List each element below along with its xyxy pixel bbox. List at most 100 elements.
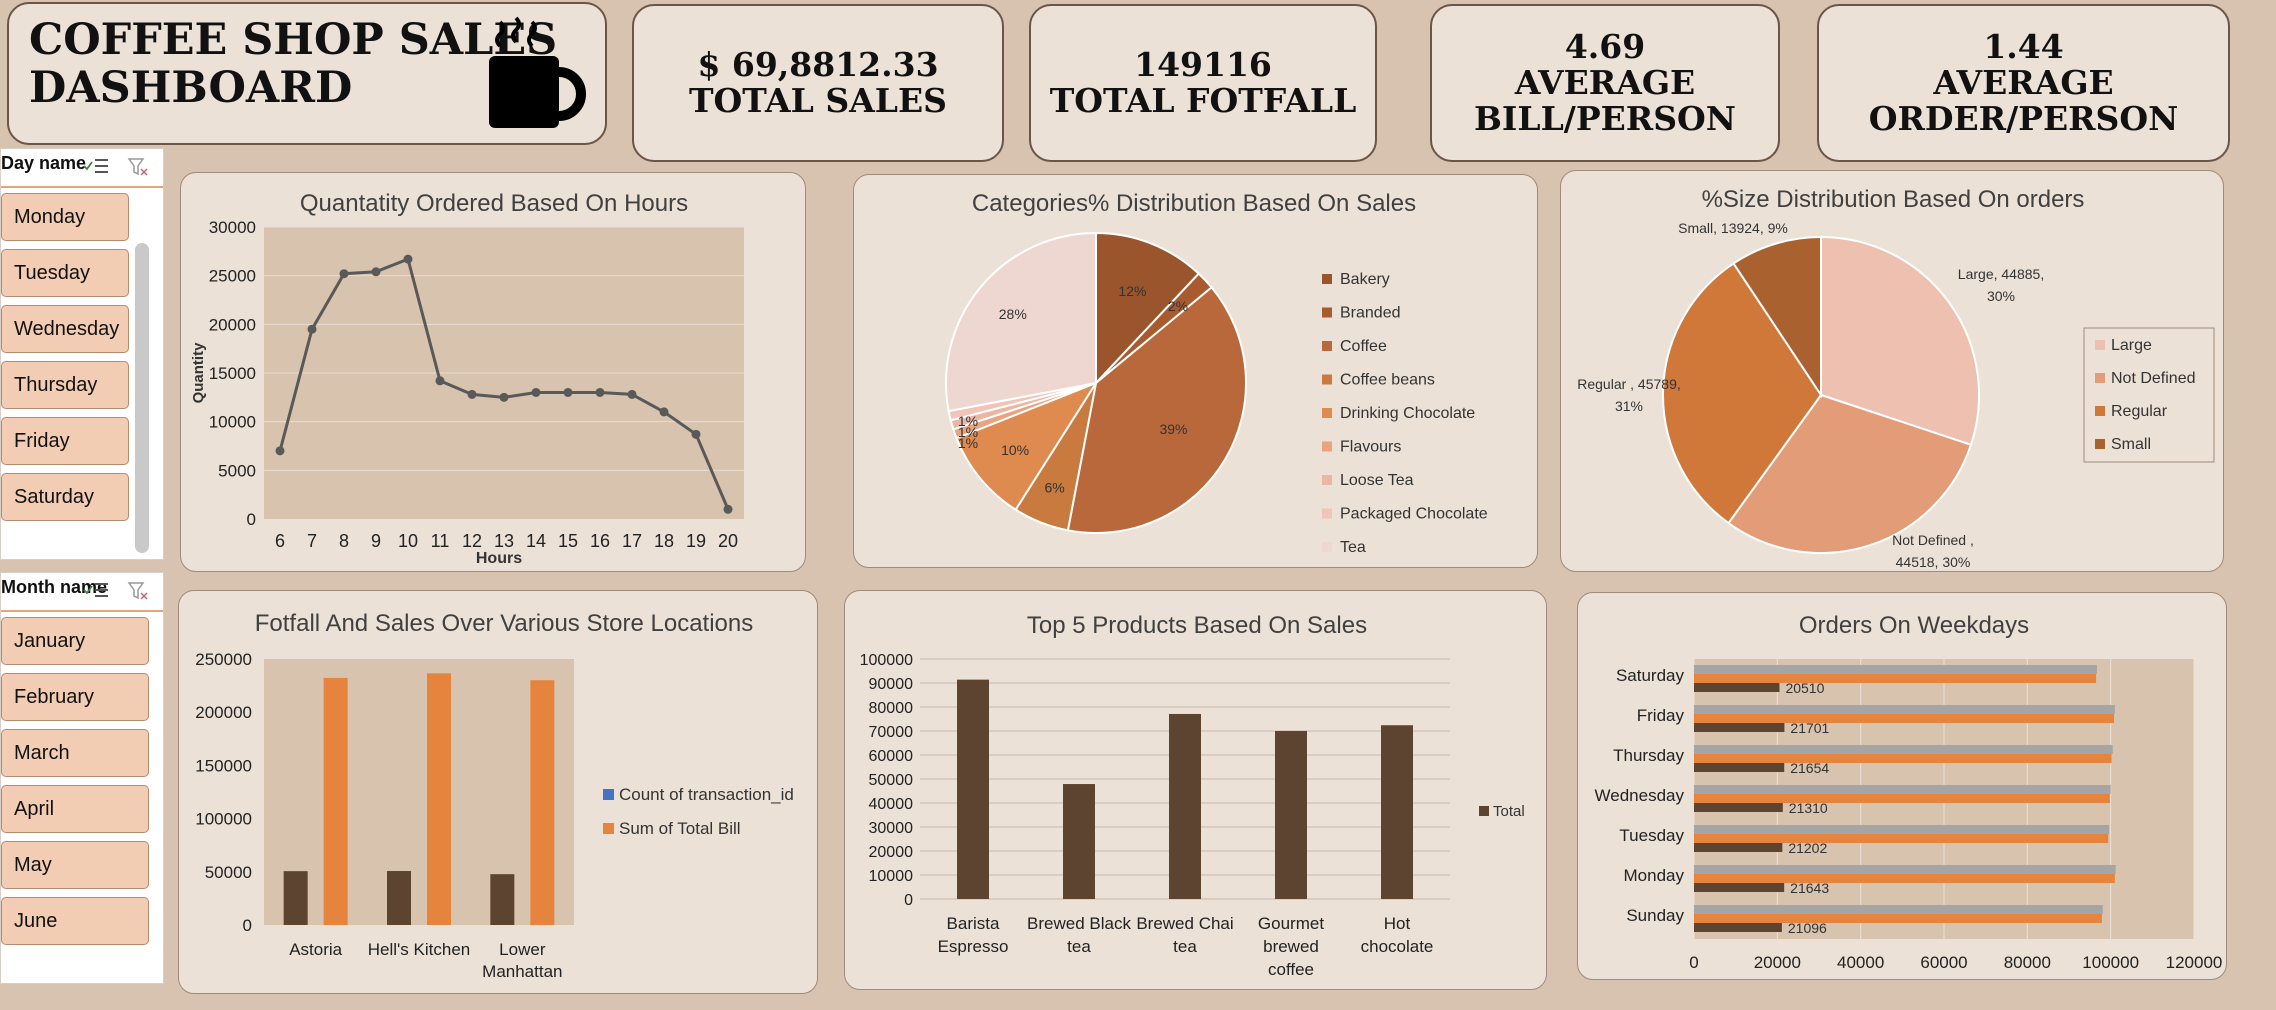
bar [427, 673, 451, 925]
bar [1169, 713, 1201, 899]
y-tick-label: Tuesday [1619, 826, 1684, 845]
day-item-thursday[interactable]: Thursday [1, 361, 129, 409]
dashboard-title-line2: DASHBOARD [29, 63, 353, 113]
hours-line-chart-panel: Quantatity Ordered Based On Hours 0 5000 10… [180, 172, 806, 572]
data-label: 39% [1159, 421, 1187, 437]
data-point [275, 446, 285, 456]
category-pie-chart-panel: Categories% Distribution Based On Sales 1… [853, 174, 1538, 568]
legend-label: Small [2111, 436, 2151, 453]
legend-swatch [2095, 439, 2105, 449]
kpi-total-sales-label: TOTAL SALES [689, 81, 947, 120]
clear-filter-icon[interactable] [127, 157, 149, 177]
data-label: 1% [958, 424, 978, 440]
day-slicer-scrollbar[interactable] [135, 243, 149, 553]
x-tick-label: 20 [718, 531, 738, 551]
size-slice [1662, 262, 1823, 525]
month-item-may[interactable]: May [1, 841, 149, 889]
bar [1063, 784, 1095, 899]
top-products-chart-panel: Top 5 Products Based On Sales 0 10000 20000… [844, 590, 1547, 990]
title-panel: COFFEE SHOP SALES DASHBOARD [7, 2, 607, 145]
y-tick-label: 20000 [869, 844, 914, 861]
day-item-tuesday[interactable]: Tuesday [1, 249, 129, 297]
legend-label: Large [2111, 337, 2152, 354]
data-point [339, 269, 349, 279]
legend-label: Sum of Total Bill [619, 819, 741, 838]
bar [1694, 825, 2109, 834]
month-item-june[interactable]: June [1, 897, 149, 945]
y-tick-label: 20000 [209, 315, 256, 334]
y-tick-label: 0 [247, 510, 256, 529]
y-tick-label: 40000 [869, 796, 914, 813]
category-pie-chart: Categories% Distribution Based On Sales 1… [945, 190, 1488, 556]
x-tick-label: Astoria [289, 940, 342, 959]
legend-swatch [603, 823, 614, 834]
legend-label: Coffee beans [1340, 372, 1435, 389]
x-tick-label: 40000 [1837, 953, 1884, 972]
data-point [691, 429, 701, 439]
day-item-friday[interactable]: Friday [1, 417, 129, 465]
multi-select-icon[interactable] [83, 157, 109, 175]
bar [1694, 874, 2115, 883]
data-point [531, 387, 541, 397]
clear-filter-icon[interactable] [127, 581, 149, 601]
legend-label: Loose Tea [1340, 472, 1414, 489]
legend-label: Bakery [1340, 271, 1390, 288]
y-tick-label: 200000 [195, 703, 252, 722]
month-item-april[interactable]: April [1, 785, 149, 833]
day-item-wednesday[interactable]: Wednesday [1, 305, 129, 353]
bar [1694, 794, 2110, 803]
day-item-monday[interactable]: Monday [1, 193, 129, 241]
bar [283, 871, 308, 925]
y-tick-label: 15000 [209, 364, 256, 383]
legend-label: Tea [1340, 539, 1366, 556]
y-tick-label: Saturday [1616, 666, 1685, 685]
category-slice [945, 231, 1097, 413]
data-label: Not Defined , 44518, 30% [1892, 532, 1974, 570]
y-tick-label: Wednesday [1595, 786, 1685, 805]
kpi-total-sales: $ 69,8812.33 TOTAL SALES [632, 4, 1004, 162]
legend-label: Coffee [1340, 338, 1387, 355]
chart-title: %Size Distribution Based On orders [1702, 186, 2085, 213]
y-tick-label: 60000 [869, 748, 914, 765]
size-slice [1732, 235, 1822, 399]
data-label: 20510 [1785, 680, 1824, 696]
legend-swatch [1322, 441, 1332, 452]
month-item-march[interactable]: March [1, 729, 149, 777]
month-slicer-header: Month name [1, 577, 107, 597]
kpi-average-bill-label2: BILL/PERSON [1474, 99, 1736, 138]
chart-title: Categories% Distribution Based On Sales [972, 190, 1416, 217]
x-tick-label: Brewed Chai tea [1136, 914, 1233, 956]
y-tick-label: Thursday [1613, 746, 1684, 765]
y-tick-label: 100000 [195, 810, 252, 829]
y-tick-label: 150000 [195, 756, 252, 775]
x-tick-label: 0 [1689, 953, 1698, 972]
multi-select-icon[interactable] [83, 581, 109, 599]
kpi-average-order-label1: AVERAGE [1933, 63, 2114, 102]
bar [1694, 785, 2111, 794]
y-tick-label: 5000 [218, 461, 256, 480]
data-point [307, 324, 317, 334]
kpi-total-footfall-label: TOTAL FOTFALL [1049, 81, 1357, 120]
legend-swatch [1322, 341, 1332, 351]
x-tick-label: 15 [558, 531, 578, 551]
data-label: Small, 13924, 9% [1678, 220, 1788, 236]
x-tick-label: 14 [526, 531, 546, 551]
legend-label: Flavours [1340, 439, 1401, 456]
legend-label: Not Defined [2111, 370, 2196, 387]
data-point [595, 387, 605, 397]
data-label: 21310 [1789, 800, 1828, 816]
bar [1694, 883, 1785, 892]
x-tick-label: 18 [654, 531, 674, 551]
day-item-saturday[interactable]: Saturday [1, 473, 129, 521]
bar [1694, 763, 1785, 772]
x-tick-label: 10 [398, 531, 418, 551]
data-point [371, 267, 381, 277]
legend-swatch [2095, 340, 2105, 350]
month-item-february[interactable]: February [1, 673, 149, 721]
y-tick-label: 10000 [209, 413, 256, 432]
x-tick-label: 7 [307, 531, 317, 551]
x-tick-label: 80000 [2004, 953, 2051, 972]
month-item-january[interactable]: January [1, 617, 149, 665]
data-label: 21654 [1790, 760, 1829, 776]
month-slicer: Month name January February March April … [0, 572, 164, 984]
